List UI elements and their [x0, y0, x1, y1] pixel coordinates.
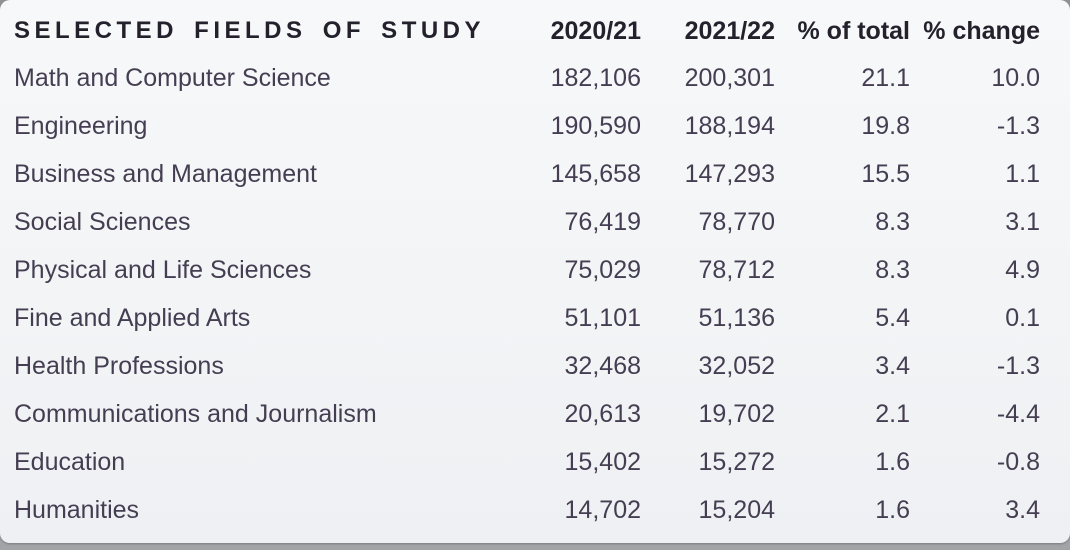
value-2021-22-cell: 147,293 — [684, 159, 775, 188]
table-row: Math and Computer Science 182,106 200,301 2… — [0, 54, 1070, 102]
field-name-cell: Humanities — [14, 495, 140, 524]
table-row: Engineering 190,590 188,194 19.8 -1.3 — [0, 102, 1070, 150]
pct-of-total-cell: 1.6 — [875, 495, 910, 524]
pct-of-total-cell: 21.1 — [861, 63, 910, 92]
pct-of-total-cell: 2.1 — [875, 399, 910, 428]
table-row: Education 15,402 15,272 1.6 -0.8 — [0, 438, 1070, 486]
table-row: Social Sciences 76,419 78,770 8.3 3.1 — [0, 198, 1070, 246]
column-header-2021-22: 2021/22 — [684, 16, 775, 45]
value-2020-21-cell: 190,590 — [550, 111, 641, 140]
field-name-cell: Engineering — [14, 111, 148, 140]
field-name-cell: Education — [14, 447, 126, 476]
value-2021-22-cell: 19,702 — [698, 399, 775, 428]
field-name-cell: Communications and Journalism — [14, 399, 377, 428]
table-row: Communications and Journalism 20,613 19,70… — [0, 390, 1070, 438]
field-name-cell: Math and Computer Science — [14, 63, 331, 92]
table-row: Physical and Life Sciences 75,029 78,712 8.… — [0, 246, 1070, 294]
table-body: Math and Computer Science 182,106 200,301 2… — [0, 54, 1070, 534]
value-2021-22-cell: 51,136 — [698, 303, 775, 332]
value-2021-22-cell: 15,204 — [698, 495, 775, 524]
value-2020-21-cell: 51,101 — [564, 303, 641, 332]
value-2020-21-cell: 14,702 — [564, 495, 641, 524]
pct-of-total-cell: 5.4 — [875, 303, 910, 332]
value-2020-21-cell: 76,419 — [564, 207, 641, 236]
pct-change-cell: -1.3 — [996, 351, 1040, 380]
pct-change-cell: -4.4 — [996, 399, 1040, 428]
pct-change-cell: 4.9 — [1005, 255, 1040, 284]
pct-of-total-cell: 3.4 — [875, 351, 910, 380]
table-row: Humanities 14,702 15,204 1.6 3.4 — [0, 486, 1070, 534]
field-name-cell: Physical and Life Sciences — [14, 255, 312, 284]
field-name-cell: Social Sciences — [14, 207, 191, 236]
pct-change-cell: 1.1 — [1005, 159, 1040, 188]
value-2020-21-cell: 182,106 — [550, 63, 641, 92]
column-header-2020-21: 2020/21 — [550, 16, 641, 45]
pct-change-cell: 3.1 — [1005, 207, 1040, 236]
table-row: Business and Management 145,658 147,293 15.… — [0, 150, 1070, 198]
column-header-pct-change: % change — [923, 16, 1040, 45]
table-row: Health Professions 32,468 32,052 3.4 -1.3 — [0, 342, 1070, 390]
value-2021-22-cell: 78,770 — [698, 207, 775, 236]
pct-of-total-cell: 19.8 — [861, 111, 910, 140]
pct-of-total-cell: 1.6 — [875, 447, 910, 476]
column-header-selected-fields-of-study: SELECTED FIELDS OF STUDY — [14, 17, 486, 44]
pct-change-cell: 3.4 — [1005, 495, 1040, 524]
table-row: Fine and Applied Arts 51,101 51,136 5.4 0.1 — [0, 294, 1070, 342]
value-2021-22-cell: 78,712 — [698, 255, 775, 284]
value-2021-22-cell: 188,194 — [684, 111, 775, 140]
value-2020-21-cell: 20,613 — [564, 399, 641, 428]
pct-change-cell: -0.8 — [996, 447, 1040, 476]
value-2020-21-cell: 32,468 — [564, 351, 641, 380]
pct-change-cell: 0.1 — [1005, 303, 1040, 332]
pct-change-cell: 10.0 — [991, 63, 1040, 92]
pct-change-cell: -1.3 — [996, 111, 1040, 140]
value-2021-22-cell: 32,052 — [698, 351, 775, 380]
fields-of-study-table: SELECTED FIELDS OF STUDY 2020/21 2021/22… — [0, 8, 1070, 534]
table-header-row: SELECTED FIELDS OF STUDY 2020/21 2021/22… — [0, 8, 1070, 54]
field-name-cell: Fine and Applied Arts — [14, 303, 251, 332]
value-2020-21-cell: 15,402 — [564, 447, 641, 476]
field-name-cell: Health Professions — [14, 351, 224, 380]
pct-of-total-cell: 8.3 — [875, 207, 910, 236]
value-2020-21-cell: 75,029 — [564, 255, 641, 284]
column-header-pct-of-total: % of total — [797, 16, 911, 45]
pct-of-total-cell: 15.5 — [861, 159, 910, 188]
value-2021-22-cell: 200,301 — [684, 63, 775, 92]
field-name-cell: Business and Management — [14, 159, 317, 188]
value-2021-22-cell: 15,272 — [698, 447, 775, 476]
value-2020-21-cell: 145,658 — [550, 159, 641, 188]
pct-of-total-cell: 8.3 — [875, 255, 910, 284]
